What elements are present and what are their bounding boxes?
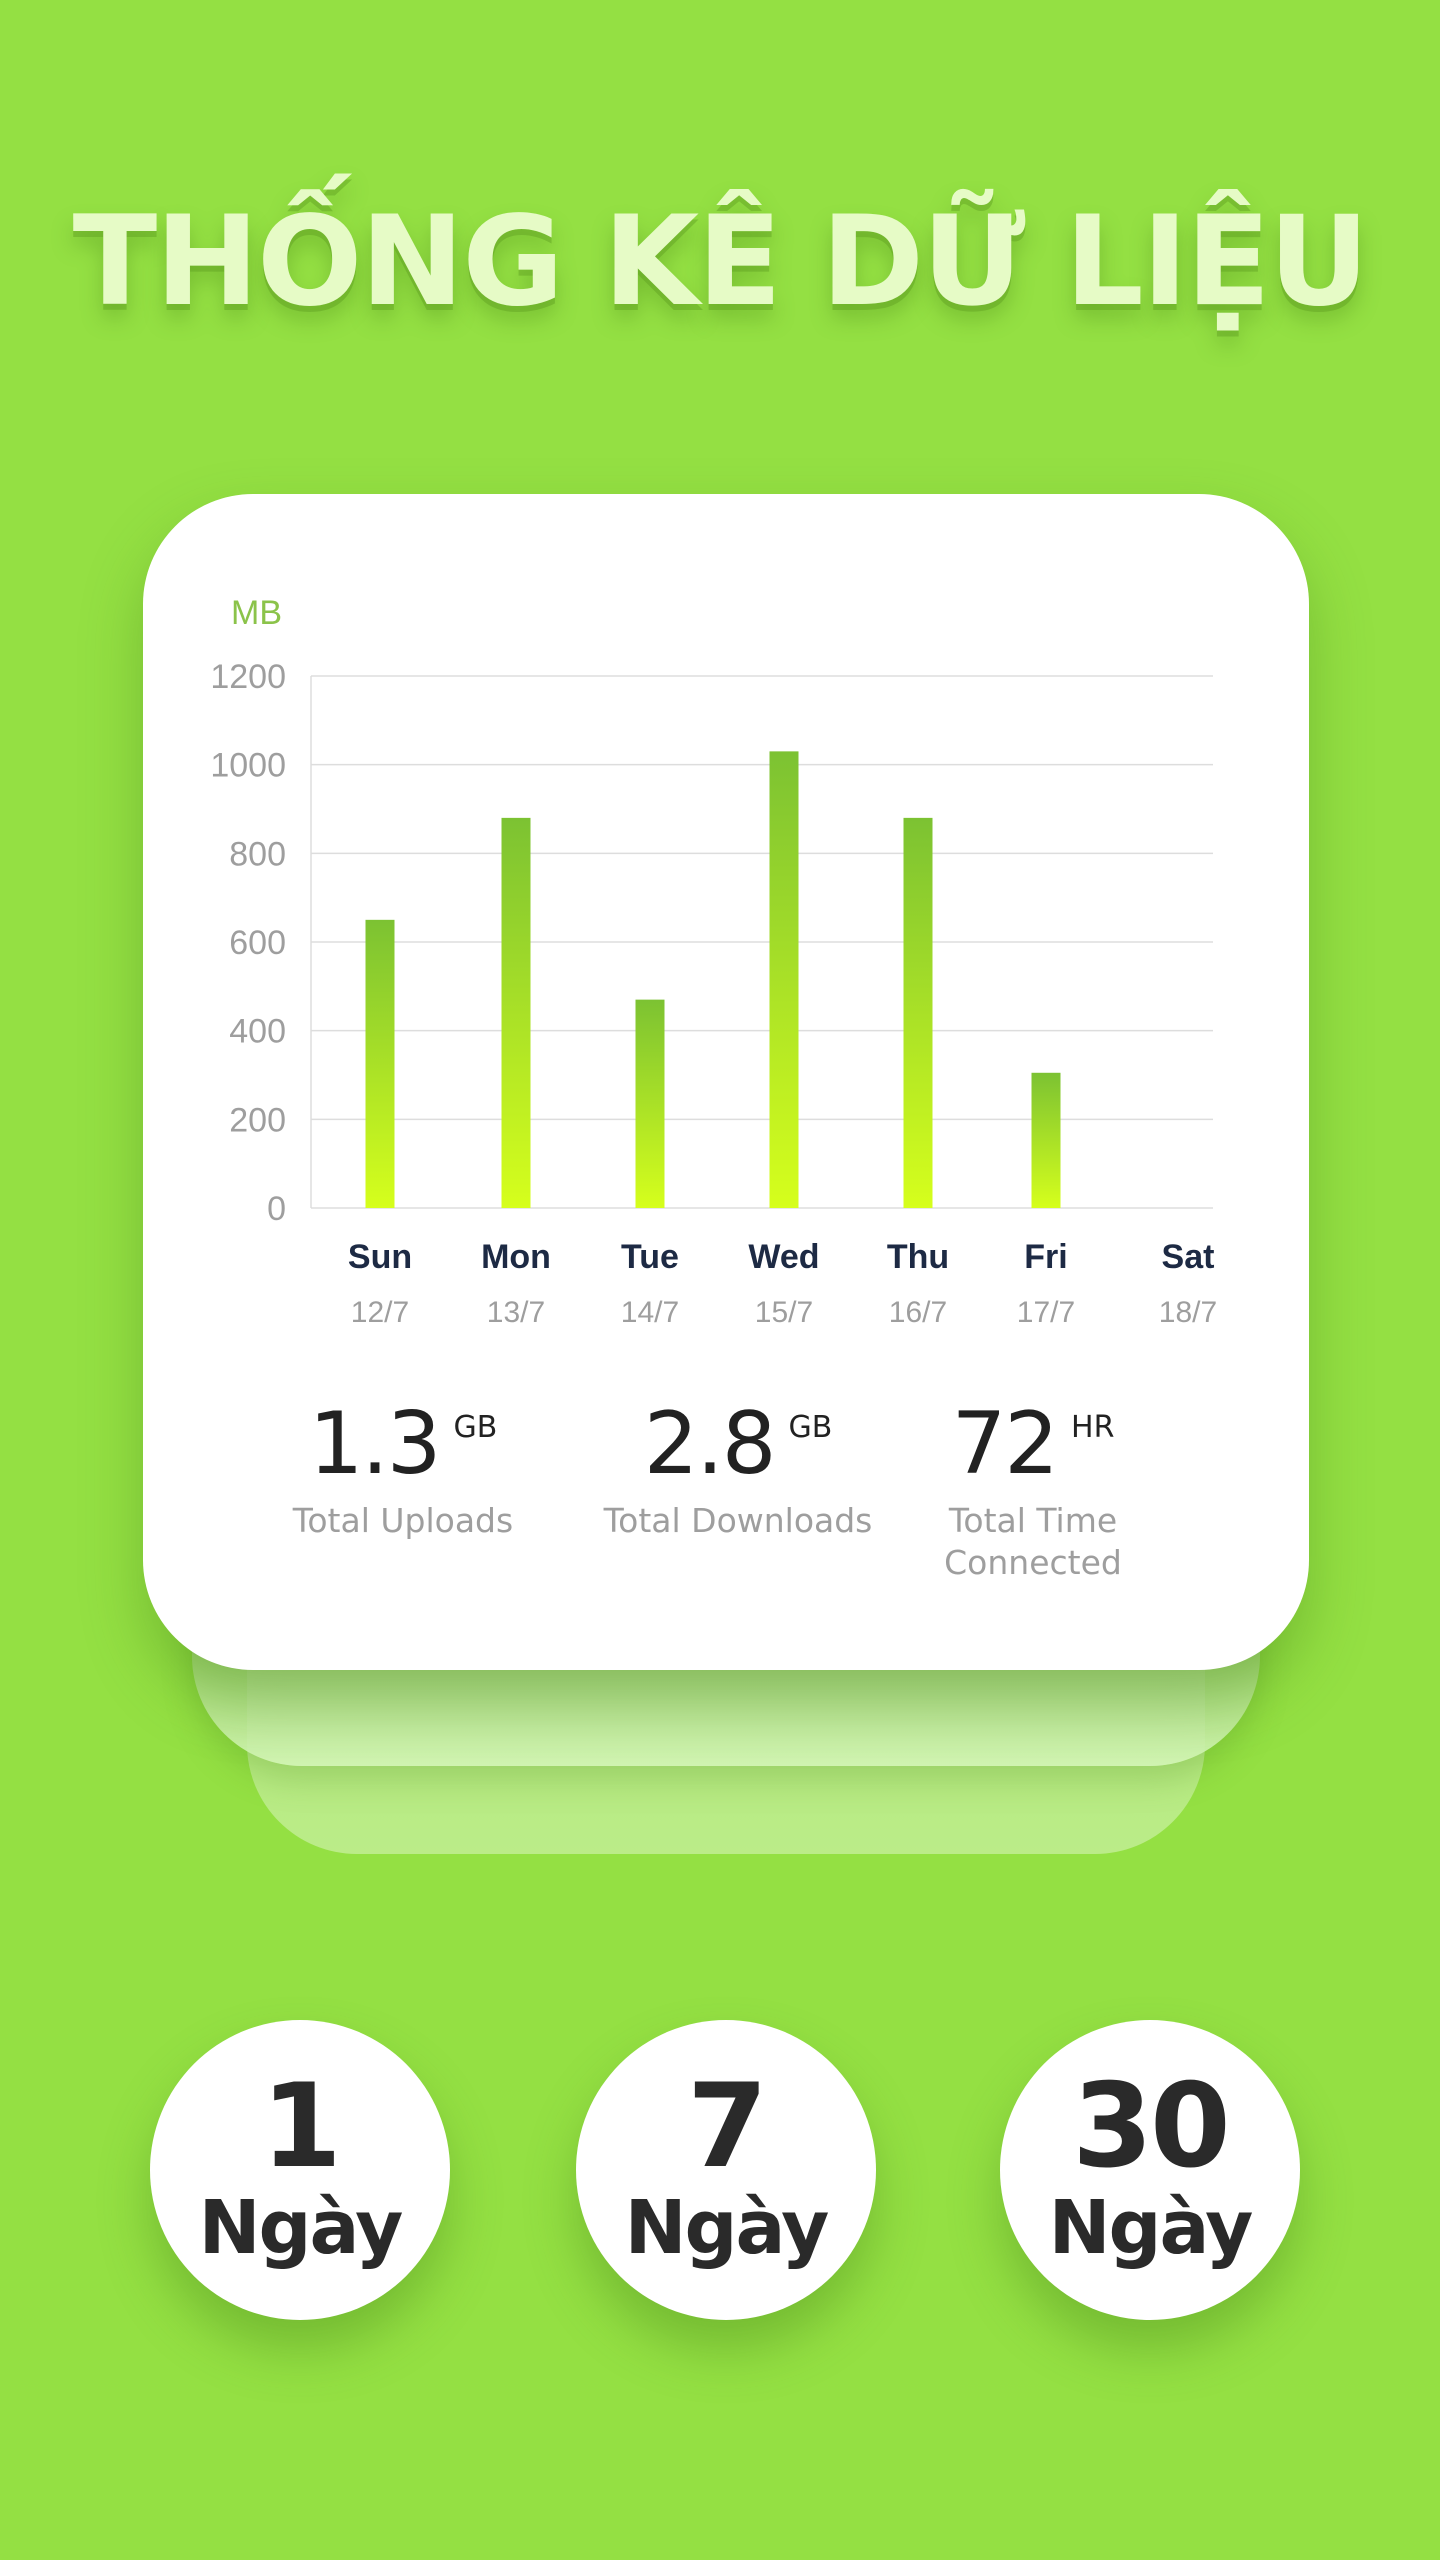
bar-fri — [1031, 1072, 1061, 1208]
bar-mon — [501, 817, 531, 1208]
x-tick-date-label: 18/7 — [1159, 1296, 1217, 1329]
y-tick-label: 200 — [229, 1101, 286, 1139]
stat-time-connected: 72 HR Total Time Connected — [913, 1394, 1153, 1584]
range-7-days-unit: Ngày — [624, 2185, 830, 2271]
stat-uploads: 1.3 GB Total Uploads — [253, 1394, 553, 1542]
range-1-day-number: 1 — [261, 2059, 342, 2194]
x-tick-date-label: 17/7 — [1017, 1296, 1075, 1329]
y-tick-label: 0 — [267, 1190, 286, 1228]
x-tick-date-label: 12/7 — [351, 1296, 409, 1329]
x-tick-date-label: 16/7 — [889, 1296, 947, 1329]
range-30-days-number: 30 — [1072, 2059, 1230, 2194]
uploads-value: 1.3 — [308, 1394, 442, 1494]
range-7-days-number: 7 — [687, 2059, 768, 2194]
y-tick-label: 600 — [229, 924, 286, 962]
uploads-unit: GB — [453, 1410, 498, 1445]
y-tick-label: 800 — [229, 835, 286, 873]
y-tick-label: 400 — [229, 1013, 286, 1051]
bar-tue — [635, 999, 665, 1208]
time-connected-value: 72 — [951, 1394, 1059, 1494]
x-tick-day-label: Fri — [1024, 1238, 1067, 1276]
bar-thu — [903, 817, 933, 1208]
x-tick-day-label: Wed — [748, 1238, 819, 1276]
range-30-days-unit: Ngày — [1048, 2185, 1254, 2271]
usage-bar-chart: 0 200 400 600 800 1000 1200 Sun 12/7 Mon 13/7 Tue 14… — [210, 658, 1217, 1329]
uploads-label: Total Uploads — [292, 1501, 514, 1540]
x-tick-date-label: 14/7 — [621, 1296, 679, 1329]
downloads-unit: GB — [788, 1410, 833, 1445]
bar-wed — [769, 751, 799, 1208]
stat-downloads: 2.8 GB Total Downloads — [588, 1394, 888, 1542]
downloads-label: Total Downloads — [603, 1501, 873, 1540]
range-7-days-button[interactable]: 7 Ngày — [576, 2020, 876, 2320]
stats-card: MB 0 200 400 600 800 1000 1200 Sun 12/7 Mon 13/7 Tu… — [143, 494, 1309, 1670]
x-tick-day-label: Sun — [348, 1238, 412, 1276]
x-tick-date-label: 13/7 — [487, 1296, 545, 1329]
x-tick-date-label: 15/7 — [755, 1296, 813, 1329]
time-connected-unit: HR — [1071, 1410, 1115, 1445]
x-tick-day-label: Mon — [481, 1238, 551, 1276]
range-30-days-button[interactable]: 30 Ngày — [1000, 2020, 1300, 2320]
time-connected-label: Total Time Connected — [944, 1501, 1122, 1582]
y-tick-label: 1200 — [210, 658, 286, 696]
range-1-day-unit: Ngày — [198, 2185, 404, 2271]
y-axis-unit-label: MB — [231, 594, 282, 632]
bar-sun — [365, 919, 395, 1208]
y-tick-label: 1000 — [210, 747, 286, 785]
range-1-day-button[interactable]: 1 Ngày — [150, 2020, 450, 2320]
x-tick-day-label: Thu — [887, 1238, 949, 1276]
x-tick-day-label: Sat — [1162, 1238, 1215, 1276]
x-tick-day-label: Tue — [621, 1238, 679, 1276]
downloads-value: 2.8 — [643, 1394, 777, 1494]
page-headline: THỐNG KÊ DỮ LIỆU — [72, 190, 1370, 334]
